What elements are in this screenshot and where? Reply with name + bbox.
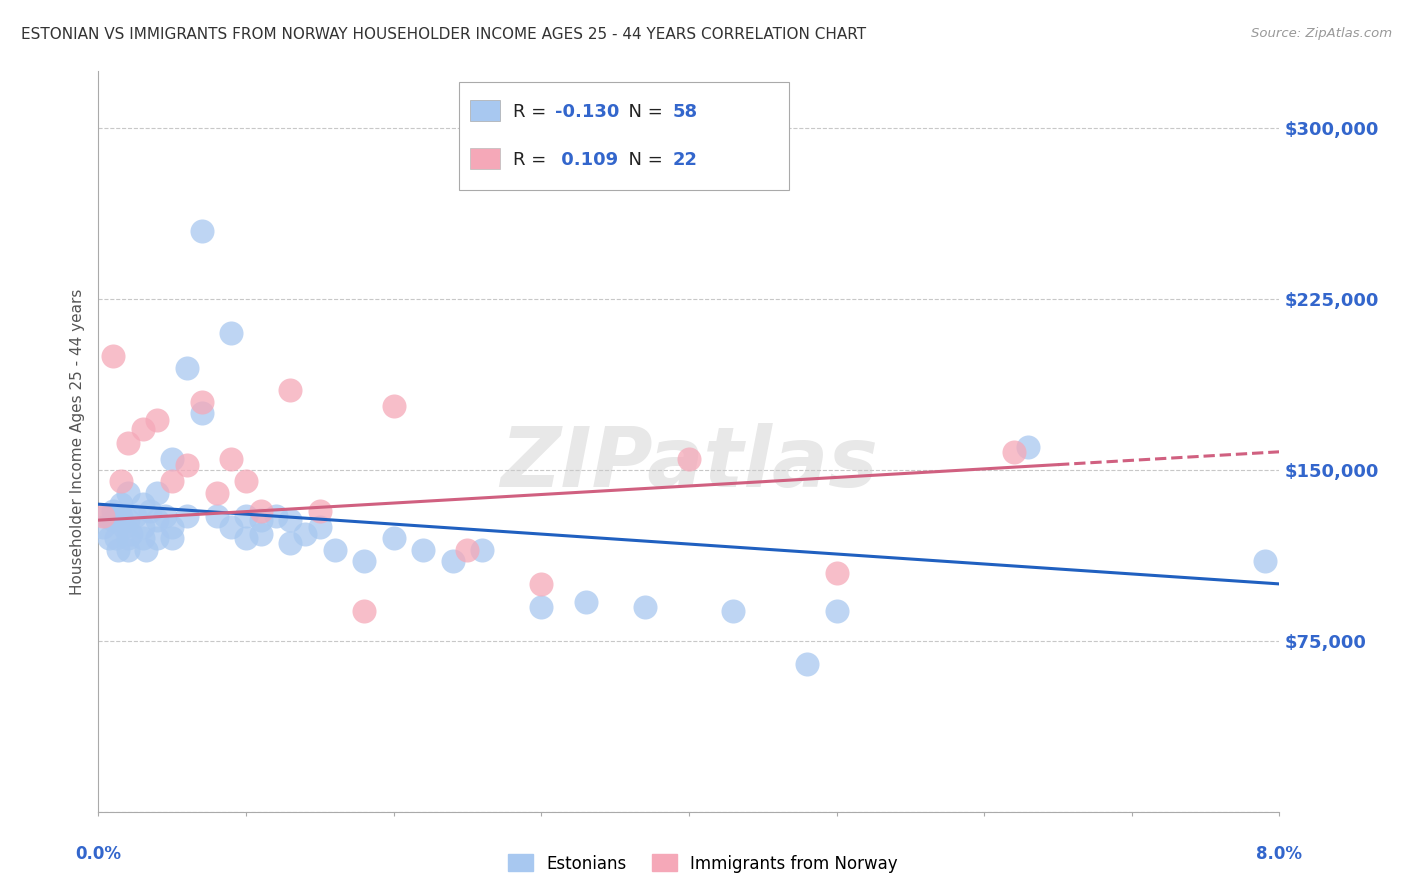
Point	[575, 595, 598, 609]
Point	[91, 520, 114, 534]
Point	[309, 504, 332, 518]
Point	[146, 513, 169, 527]
Point	[280, 513, 302, 527]
Point	[112, 520, 135, 534]
Point	[117, 513, 139, 527]
Point	[221, 520, 243, 534]
Point	[105, 532, 128, 546]
Point	[250, 526, 273, 541]
Point	[1018, 440, 1040, 454]
Point	[825, 566, 848, 580]
FancyBboxPatch shape	[471, 100, 501, 121]
Text: 58: 58	[672, 103, 697, 121]
Point	[103, 513, 125, 527]
Text: ESTONIAN VS IMMIGRANTS FROM NORWAY HOUSEHOLDER INCOME AGES 25 - 44 YEARS CORRELA: ESTONIAN VS IMMIGRANTS FROM NORWAY HOUSE…	[21, 27, 866, 42]
Text: -0.130: -0.130	[555, 103, 620, 121]
Point	[103, 504, 125, 518]
Y-axis label: Householder Income Ages 25 - 44 years: Householder Income Ages 25 - 44 years	[70, 288, 86, 595]
Point	[280, 536, 302, 550]
Point	[221, 451, 243, 466]
Point	[250, 513, 273, 527]
Point	[176, 508, 198, 523]
Point	[162, 532, 183, 546]
Point	[457, 542, 479, 557]
Text: 22: 22	[672, 152, 697, 169]
Point	[205, 508, 228, 523]
Point	[97, 532, 120, 546]
Point	[176, 360, 198, 375]
Point	[132, 422, 155, 436]
Point	[530, 577, 553, 591]
Point	[132, 497, 155, 511]
Point	[110, 475, 132, 489]
Point	[221, 326, 243, 341]
Point	[471, 542, 494, 557]
Text: R =: R =	[513, 103, 553, 121]
Point	[120, 526, 142, 541]
Text: 0.109: 0.109	[555, 152, 619, 169]
Point	[353, 554, 375, 568]
Point	[191, 394, 214, 409]
Point	[162, 451, 183, 466]
Text: R =: R =	[513, 152, 553, 169]
Point	[117, 542, 139, 557]
Text: 0.0%: 0.0%	[76, 845, 121, 863]
Point	[162, 475, 183, 489]
Point	[280, 384, 302, 398]
Point	[146, 413, 169, 427]
Point	[530, 599, 553, 614]
Point	[110, 497, 132, 511]
Text: 8.0%: 8.0%	[1257, 845, 1302, 863]
Point	[103, 349, 125, 363]
Point	[139, 504, 162, 518]
Point	[825, 604, 848, 618]
FancyBboxPatch shape	[458, 82, 789, 190]
Point	[441, 554, 464, 568]
Point	[1254, 554, 1277, 568]
Point	[162, 520, 183, 534]
Point	[94, 508, 117, 523]
Point	[117, 435, 139, 450]
Point	[124, 508, 146, 523]
Point	[146, 532, 169, 546]
FancyBboxPatch shape	[471, 148, 501, 169]
Text: N =: N =	[617, 152, 668, 169]
Point	[382, 399, 405, 413]
Point	[235, 475, 257, 489]
Text: Source: ZipAtlas.com: Source: ZipAtlas.com	[1251, 27, 1392, 40]
Point	[412, 542, 434, 557]
Point	[264, 508, 287, 523]
Point	[132, 520, 155, 534]
Text: ZIPatlas: ZIPatlas	[501, 423, 877, 504]
Point	[191, 224, 214, 238]
Point	[723, 604, 745, 618]
Point	[294, 526, 316, 541]
Point	[176, 458, 198, 473]
Point	[250, 504, 273, 518]
Point	[634, 599, 657, 614]
Point	[205, 485, 228, 500]
Point	[91, 508, 114, 523]
Point	[235, 532, 257, 546]
Point	[153, 508, 176, 523]
Legend: Estonians, Immigrants from Norway: Estonians, Immigrants from Norway	[502, 847, 904, 880]
Point	[235, 508, 257, 523]
Point	[323, 542, 346, 557]
Point	[107, 542, 129, 557]
Point	[382, 532, 405, 546]
Point	[135, 542, 157, 557]
Point	[353, 604, 375, 618]
Point	[678, 451, 700, 466]
Point	[796, 657, 818, 671]
Point	[110, 508, 132, 523]
Point	[309, 520, 332, 534]
Point	[117, 485, 139, 500]
Point	[117, 532, 139, 546]
Point	[1002, 444, 1025, 458]
Point	[191, 406, 214, 420]
Point	[146, 485, 169, 500]
Text: N =: N =	[617, 103, 668, 121]
Point	[132, 532, 155, 546]
